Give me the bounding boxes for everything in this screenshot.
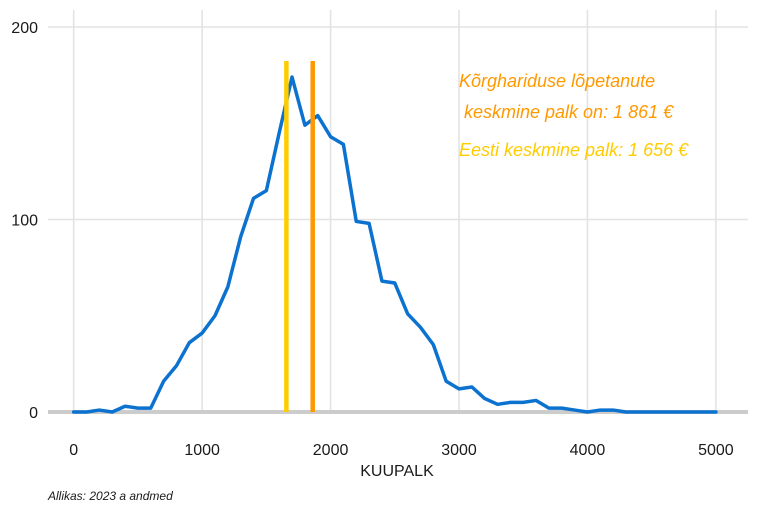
source-note: Allikas: 2023 a andmed — [47, 489, 173, 503]
x-tick-label-2000: 2000 — [313, 442, 349, 459]
annotation-grad-salary-line2: keskmine palk on: 1 861 € — [459, 102, 674, 122]
x-tick-label-4000: 4000 — [570, 442, 606, 459]
y-tick-label-200: 200 — [11, 20, 38, 37]
y-tick-label-0: 0 — [29, 405, 38, 422]
x-tick-label-5000: 5000 — [698, 442, 734, 459]
tick-labels-layer: 0 1000 2000 3000 4000 5000 0 100 200 — [11, 20, 733, 459]
x-tick-label-1000: 1000 — [184, 442, 220, 459]
series-layer — [71, 75, 718, 414]
y-tick-label-100: 100 — [11, 213, 38, 230]
x-tick-label-3000: 3000 — [441, 442, 477, 459]
annotation-median-salary: Eesti keskmine palk: 1 656 € — [459, 140, 689, 160]
salary-distribution-line — [71, 75, 718, 414]
grid-layer — [48, 10, 748, 412]
x-axis-title: KUUPALK — [360, 463, 434, 480]
annotation-grad-salary-line1: Kõrghariduse lõpetanute — [459, 71, 655, 91]
x-tick-label-0: 0 — [69, 442, 78, 459]
vertical-lines-layer — [284, 61, 315, 412]
